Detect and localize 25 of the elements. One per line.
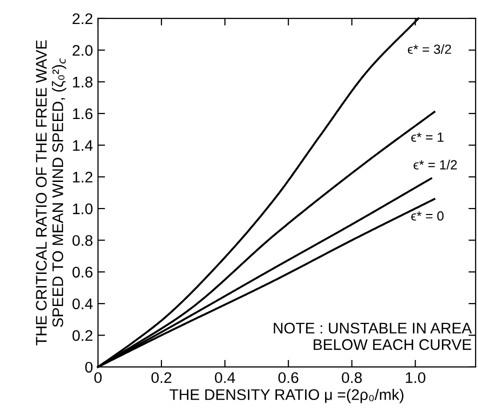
legend-label: ϵ* = 0 [411, 211, 444, 221]
y-tick-label: 0.8 [72, 235, 92, 246]
y-tick-label: 1.2 [73, 172, 92, 182]
x-axis-title: THE DENSITY RATIO μ =(2ρ₀/mk) [170, 388, 404, 404]
y-tick-label: 1.6 [73, 108, 92, 120]
y-tick-label: 1.4 [73, 140, 93, 151]
y-tick-label: 1.8 [73, 76, 92, 88]
annotation: NOTE : UNSTABLE IN AREA BELOW EACH CURVE [274, 322, 472, 350]
y-tick-label: 0.6 [72, 266, 92, 278]
y-tick-label: 1.0 [73, 203, 93, 214]
y-tick-label: 0.4 [72, 298, 93, 310]
legend-label: ϵ* = 3/2 [408, 44, 452, 54]
y-tick-label: 2.2 [72, 13, 92, 24]
x-tick-label: 0 [94, 372, 102, 384]
series-label: ϵ* = 1/2 [414, 160, 457, 170]
x-tick-label: 0.2 [151, 372, 172, 384]
y-axis-title: THE CRITICAL RATIO OF THE FREE WAVE SPEED TO MEAN WIND SPEED, (ζ₀²)$_{c}$ [36, 40, 66, 346]
y-tick-label: 2.0 [72, 45, 93, 56]
y-tick-label: 0.2 [72, 330, 92, 341]
x-tick-label: 0.4 [214, 372, 236, 384]
y-tick-label: 0 [85, 362, 93, 373]
x-tick-label: 0.8 [342, 372, 362, 384]
x-tick-label: 1.0 [406, 372, 426, 384]
x-tick-label: 0.6 [278, 372, 298, 384]
legend-label: ϵ* = 1 [411, 132, 444, 142]
